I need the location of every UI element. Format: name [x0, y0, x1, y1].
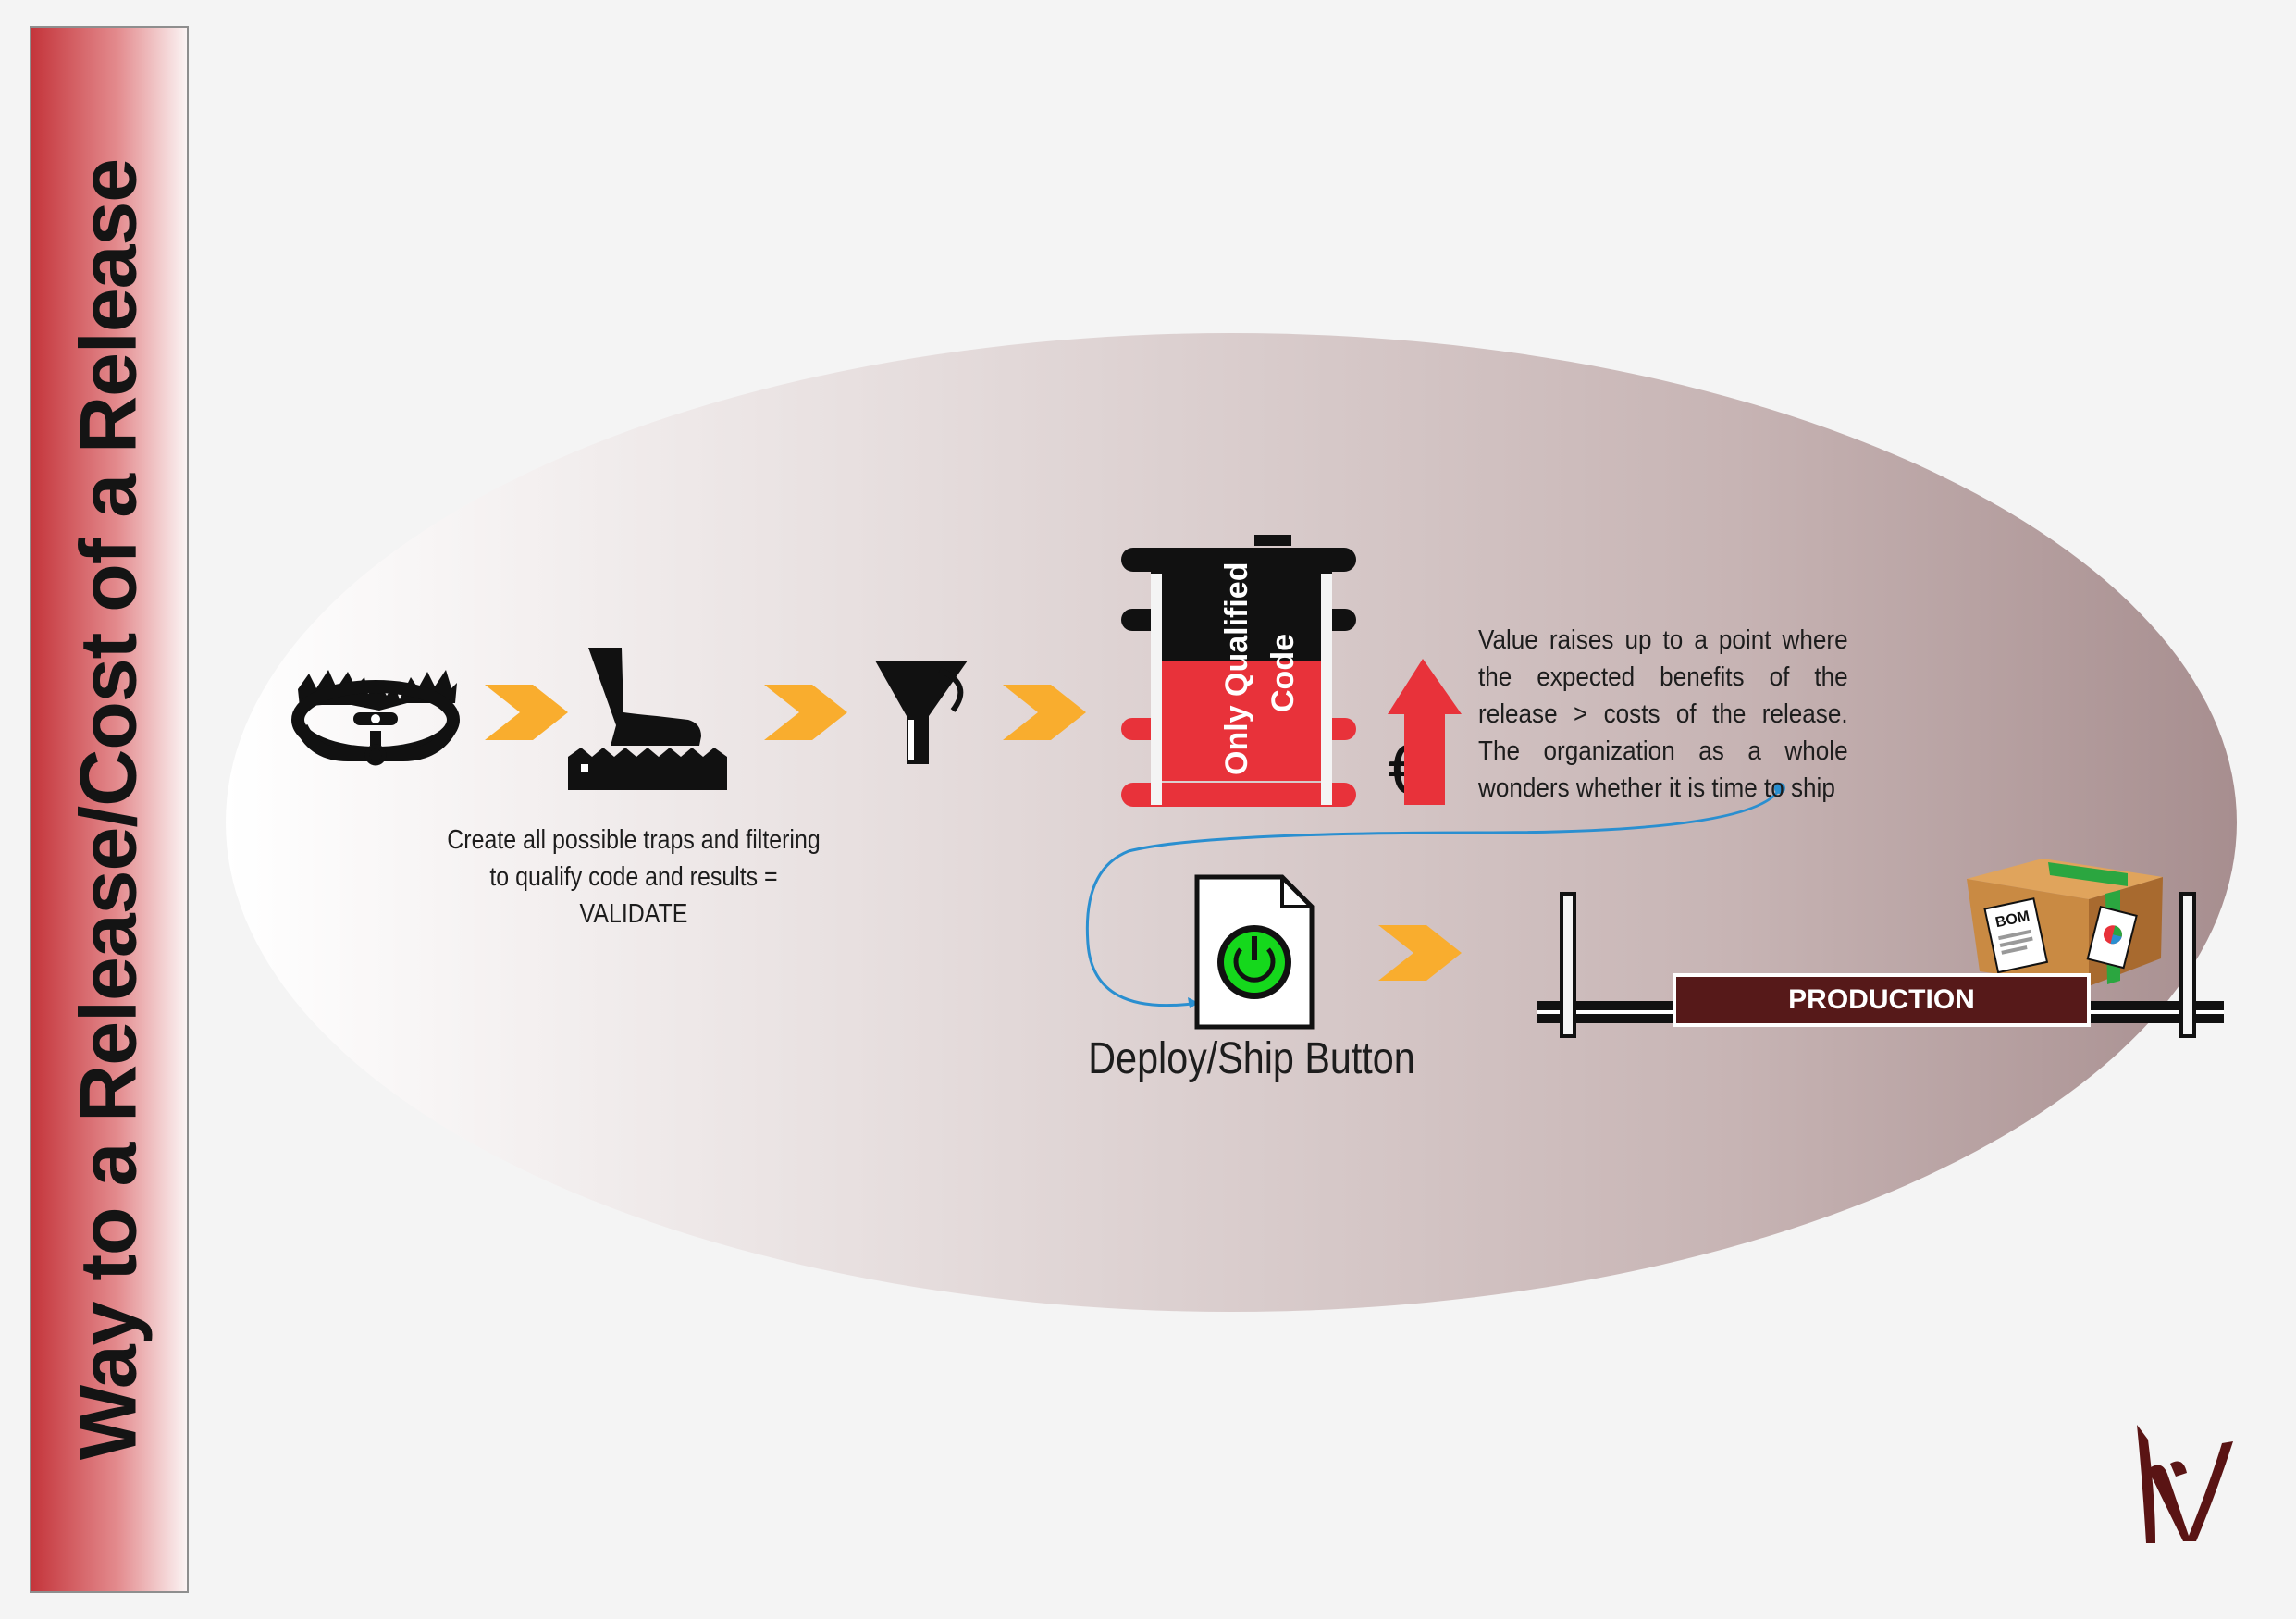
arrow-chevron-icon [1378, 925, 1462, 981]
validate-caption-line: VALIDATE [579, 899, 688, 929]
validate-caption-line: to qualify code and results = [489, 862, 778, 892]
deploy-caption: Deploy/Ship Button [1088, 1034, 1415, 1083]
validate-caption-line: Create all possible traps and filtering [447, 825, 821, 855]
logo-icon [2137, 1425, 2233, 1543]
production-label: PRODUCTION [1673, 973, 2091, 1027]
value-caption: Value raises up to a point where the exp… [1478, 625, 1848, 803]
background-ellipse [226, 333, 2237, 1312]
power-button-icon[interactable] [1194, 874, 1315, 1030]
validate-caption: Create all possible traps and filtering … [438, 822, 828, 933]
title-sidebar: Way to a Release/Cost of a Release [30, 26, 189, 1593]
up-arrow-icon [1388, 659, 1462, 805]
container-label: Only Qualified [1219, 562, 1254, 775]
arrow-chevron-icon [485, 685, 568, 740]
boot-stepping-trap-icon [568, 648, 727, 790]
arrow-chevron-icon [1003, 685, 1086, 740]
container-label: Code [1265, 634, 1301, 712]
barrel-container-icon: Only Qualified Code [1121, 535, 1356, 807]
arrow-chevron-icon [764, 685, 847, 740]
bear-trap-icon [291, 670, 460, 766]
funnel-filter-icon [875, 661, 968, 764]
parcel-box-icon: BOM [1967, 859, 2163, 986]
connector-curve [1085, 783, 1785, 1008]
